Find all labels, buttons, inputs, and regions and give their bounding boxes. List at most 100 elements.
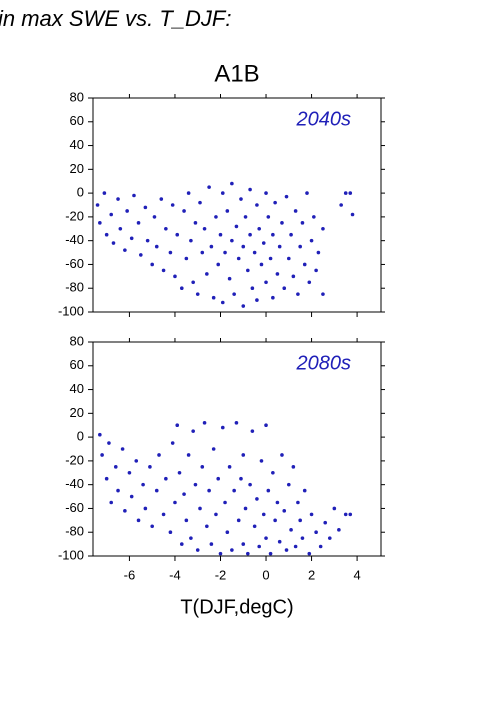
point (293, 544, 298, 549)
point (164, 226, 168, 231)
point (150, 524, 154, 529)
point (220, 300, 225, 305)
point (307, 551, 312, 556)
point (339, 203, 343, 207)
y-tick-label: 80 (70, 333, 84, 348)
point (195, 292, 200, 296)
point (250, 429, 255, 433)
y-tick-label: 60 (70, 357, 84, 372)
point (307, 280, 312, 285)
point (170, 441, 175, 445)
point (332, 506, 337, 511)
point (189, 238, 193, 243)
point (312, 215, 316, 219)
point (139, 253, 143, 257)
y-tick-label: 80 (70, 89, 84, 104)
point (113, 465, 118, 469)
point (250, 286, 255, 291)
point (191, 429, 195, 433)
point (168, 250, 173, 255)
point (289, 528, 293, 532)
y-tick-label: -80 (65, 280, 84, 295)
y-tick-label: 60 (70, 113, 84, 128)
point (275, 500, 280, 505)
point (291, 465, 296, 469)
point (186, 191, 191, 195)
point (168, 530, 173, 535)
point (280, 221, 284, 225)
point (214, 215, 218, 219)
point (145, 238, 150, 243)
point (123, 509, 127, 513)
point (302, 262, 307, 267)
point (309, 238, 314, 243)
point (298, 518, 302, 523)
point (241, 304, 246, 308)
point (261, 512, 266, 517)
y-tick-label: -60 (65, 256, 84, 271)
point (186, 453, 191, 457)
point (216, 262, 221, 267)
point (100, 453, 104, 457)
point (104, 476, 109, 481)
point (257, 544, 261, 549)
point (198, 506, 202, 511)
point (207, 185, 211, 189)
point (189, 536, 193, 540)
point (259, 459, 264, 463)
point (300, 221, 305, 225)
point (280, 453, 284, 457)
point (243, 506, 248, 511)
point (218, 551, 223, 556)
point (159, 197, 164, 201)
point (286, 256, 291, 261)
point (282, 509, 287, 513)
point (170, 203, 175, 207)
point (264, 536, 268, 540)
x-tick-label: 4 (353, 567, 360, 582)
point (234, 224, 239, 229)
point (205, 524, 209, 529)
point (296, 292, 300, 296)
point (129, 494, 134, 499)
point (264, 280, 268, 285)
point (241, 244, 246, 249)
point (230, 238, 234, 243)
point (282, 286, 287, 291)
point (232, 488, 236, 493)
point (271, 295, 275, 300)
point (268, 256, 273, 261)
y-tick-label: -100 (58, 547, 84, 562)
y-tick-label: -80 (65, 524, 84, 539)
point (343, 191, 348, 195)
point (118, 226, 123, 231)
point (225, 209, 230, 213)
point (154, 244, 159, 249)
point (350, 212, 355, 217)
point (216, 476, 221, 481)
point (293, 209, 298, 213)
point (289, 232, 293, 237)
point (348, 191, 353, 195)
point (343, 512, 348, 517)
point (116, 488, 120, 493)
point (296, 500, 300, 505)
point (173, 274, 177, 279)
point (200, 250, 205, 255)
point (248, 482, 252, 487)
point (211, 447, 216, 451)
point (227, 276, 232, 281)
point (255, 497, 259, 501)
point (268, 551, 273, 556)
plot-frame (92, 97, 382, 313)
point (314, 268, 318, 273)
point (266, 215, 271, 219)
figure-title: A1B (214, 60, 259, 87)
point (136, 518, 141, 523)
point (154, 488, 159, 493)
point (284, 548, 289, 552)
point (273, 200, 277, 205)
point (241, 453, 246, 457)
point (184, 256, 189, 261)
point (182, 209, 186, 213)
